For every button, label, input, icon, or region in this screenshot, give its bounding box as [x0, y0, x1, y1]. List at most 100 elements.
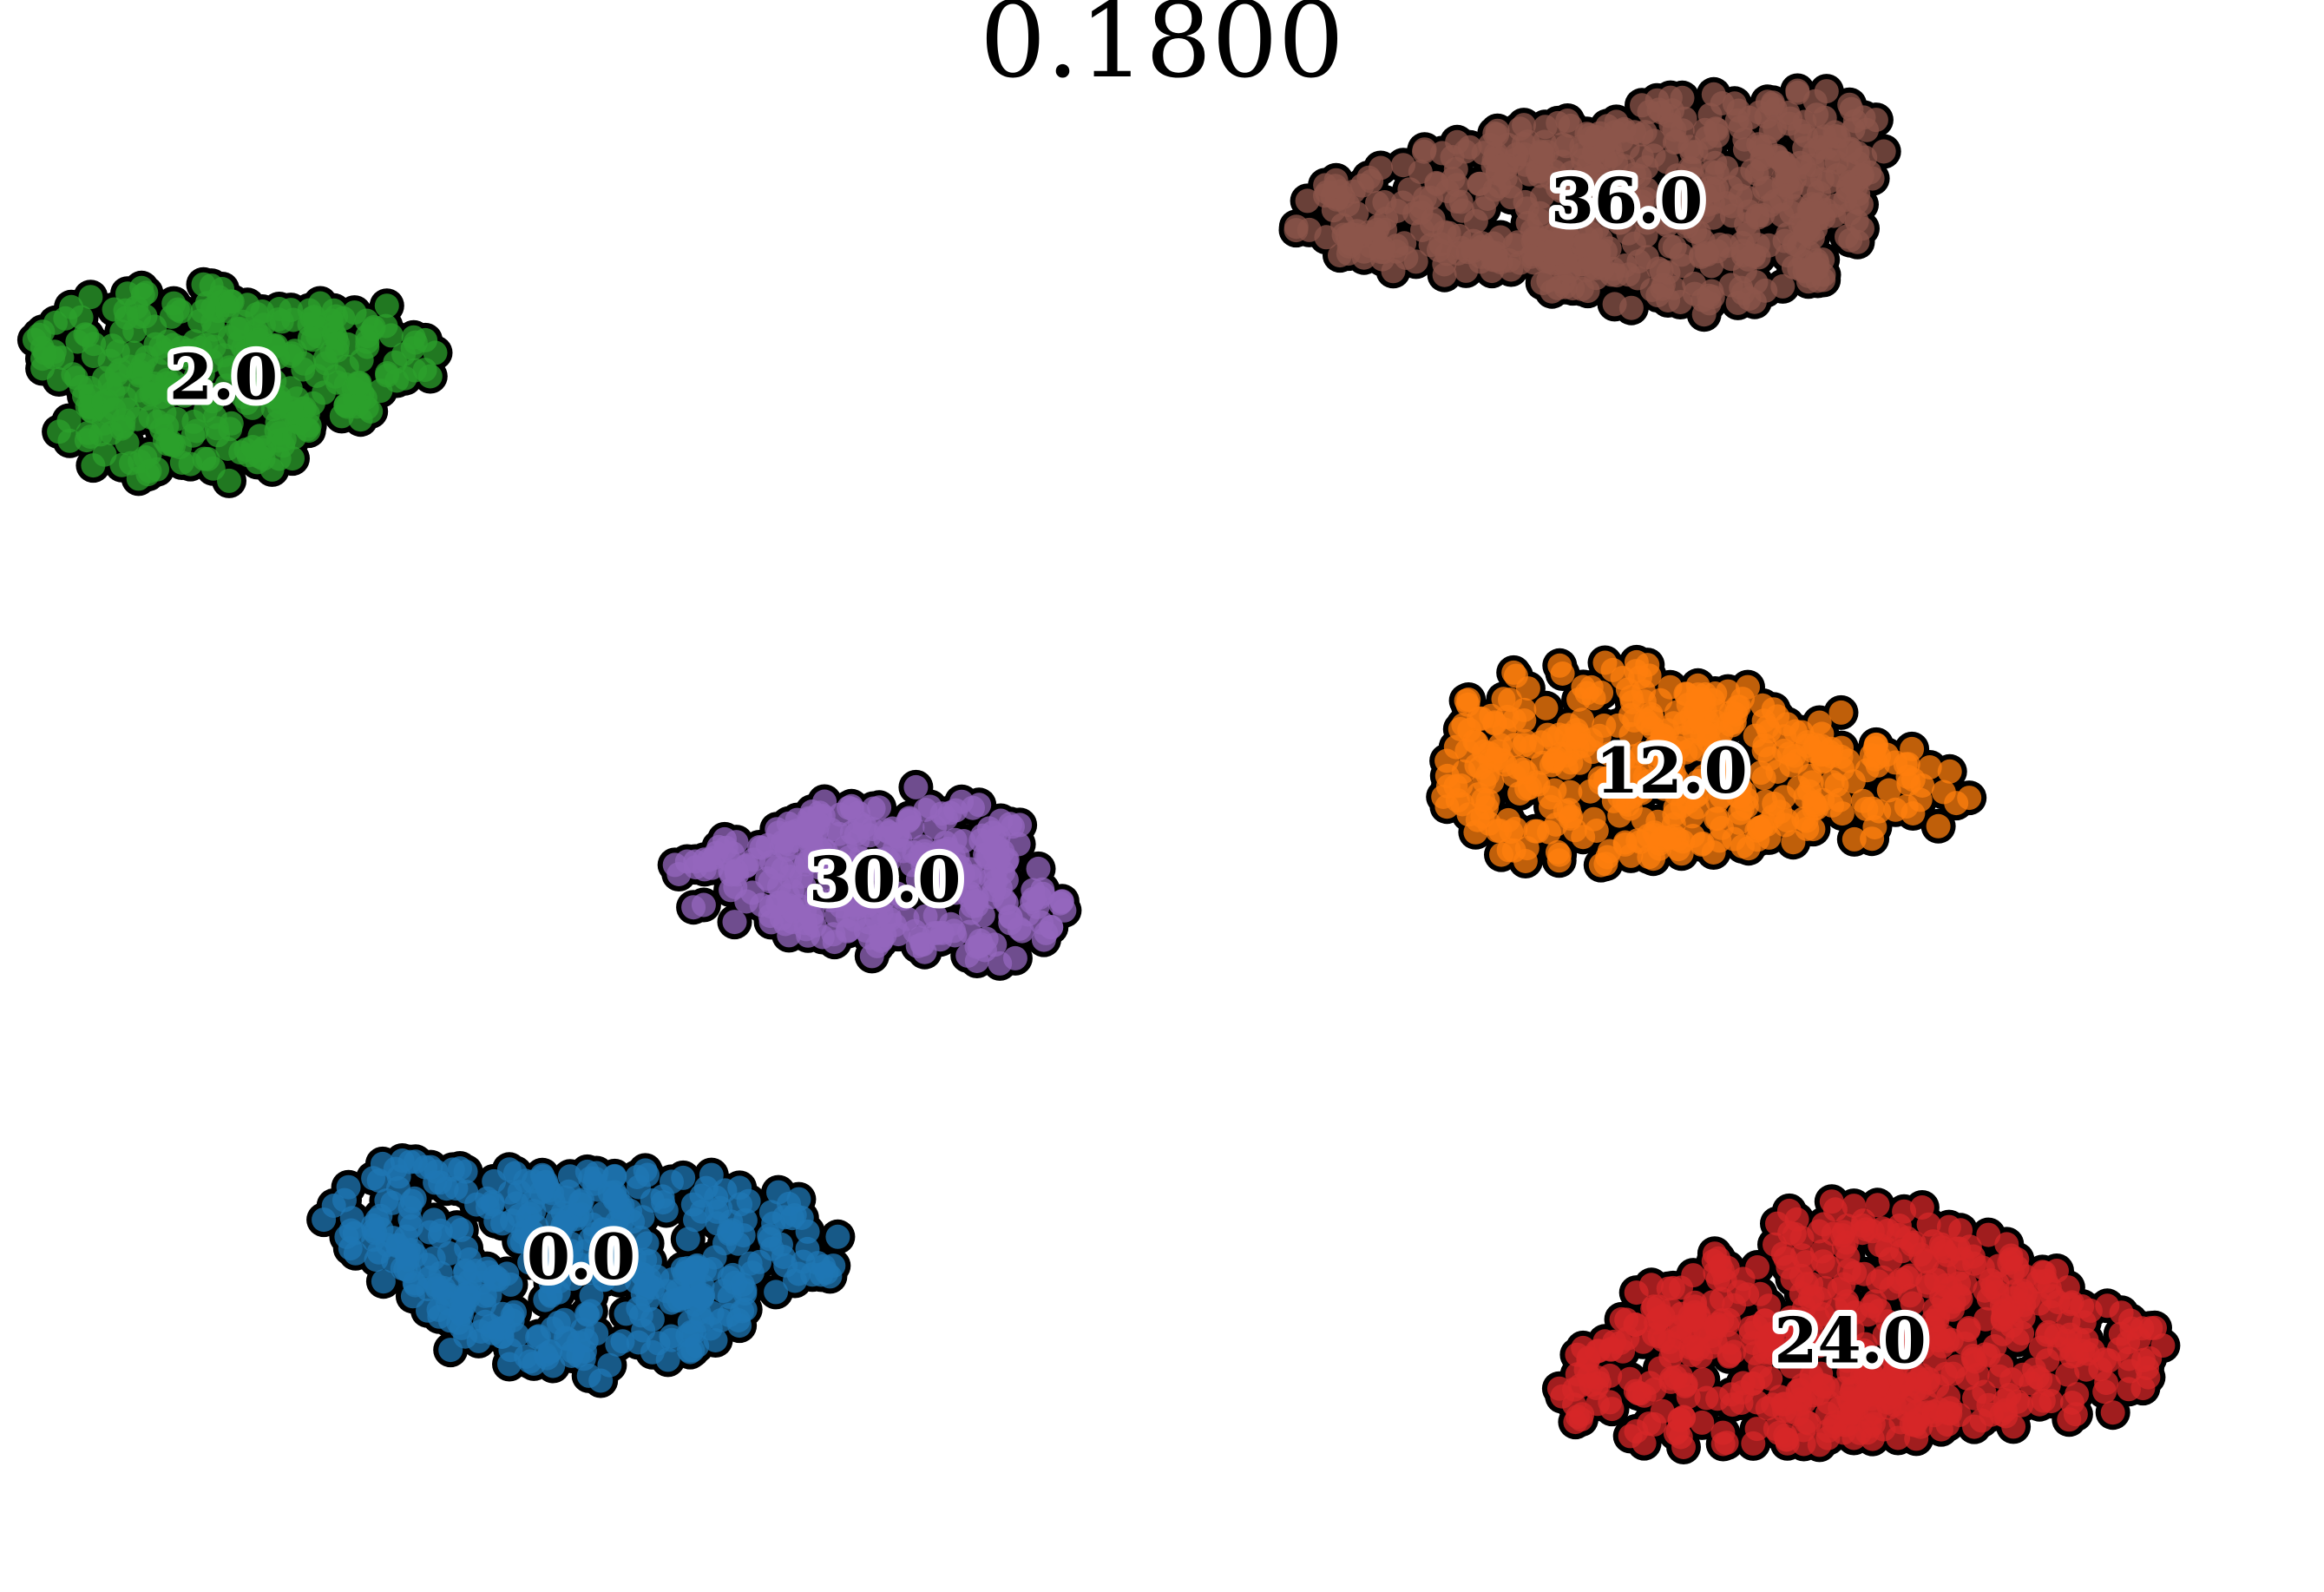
- data-point: [717, 1220, 742, 1244]
- data-point: [413, 327, 438, 352]
- data-point: [1910, 773, 1935, 798]
- data-point: [1782, 1221, 1807, 1247]
- data-point: [1609, 1306, 1634, 1332]
- data-point: [706, 834, 732, 859]
- data-point: [1647, 1356, 1672, 1381]
- data-point: [386, 1164, 411, 1189]
- data-point: [373, 313, 398, 339]
- data-point: [1710, 1431, 1736, 1457]
- data-point: [1704, 771, 1730, 796]
- data-point: [1683, 1294, 1707, 1319]
- data-point: [761, 1211, 786, 1236]
- data-point: [194, 291, 220, 316]
- data-point: [929, 920, 955, 945]
- data-point: [1842, 1260, 1868, 1286]
- data-point: [584, 1161, 609, 1186]
- data-point: [1443, 734, 1468, 760]
- data-point: [482, 1168, 507, 1194]
- data-point: [343, 1240, 368, 1266]
- data-point: [1855, 758, 1880, 783]
- data-point: [495, 1261, 520, 1286]
- data-point: [1477, 811, 1502, 836]
- data-point: [1587, 766, 1612, 791]
- data-point: [579, 1283, 604, 1308]
- data-point: [88, 422, 113, 447]
- data-point: [1581, 806, 1606, 832]
- data-point: [1789, 1263, 1814, 1288]
- data-point: [282, 424, 307, 450]
- data-point: [1623, 1378, 1648, 1404]
- data-point: [602, 1180, 627, 1205]
- data-point: [323, 364, 348, 389]
- data-point: [515, 1205, 541, 1230]
- data-point: [1533, 695, 1559, 720]
- data-point: [1750, 814, 1775, 839]
- data-point: [1871, 1417, 1896, 1442]
- data-point: [374, 293, 399, 319]
- data-point: [82, 332, 107, 357]
- data-point: [1435, 773, 1461, 799]
- data-point: [234, 391, 259, 416]
- data-point: [675, 1227, 700, 1252]
- data-point: [364, 1247, 389, 1273]
- data-point: [1860, 1219, 1885, 1244]
- data-point: [1668, 1424, 1693, 1450]
- data-point: [1007, 916, 1032, 941]
- data-point: [1863, 733, 1888, 758]
- data-point: [588, 1368, 614, 1393]
- data-point: [2059, 1391, 2084, 1415]
- data-point: [220, 289, 245, 314]
- data-point: [1020, 890, 1045, 915]
- data-point: [2130, 1376, 2156, 1401]
- data-point: [1854, 796, 1879, 821]
- data-point: [476, 1194, 500, 1220]
- data-point: [794, 917, 818, 942]
- data-point: [333, 393, 358, 418]
- data-point: [2116, 1330, 2141, 1355]
- data-point: [1550, 661, 1575, 686]
- data-point: [1753, 789, 1778, 814]
- data-point: [2138, 1316, 2163, 1341]
- data-point: [983, 858, 1008, 883]
- data-point: [193, 398, 218, 423]
- data-point: [1908, 1414, 1933, 1439]
- data-point: [769, 1232, 793, 1257]
- data-point: [766, 1180, 791, 1205]
- data-point: [1749, 760, 1773, 786]
- data-point: [766, 820, 791, 845]
- data-point: [1745, 1255, 1770, 1280]
- data-point: [109, 452, 135, 477]
- data-point: [141, 381, 166, 405]
- data-point: [102, 297, 127, 322]
- data-point: [1653, 753, 1678, 778]
- data-point: [456, 1280, 482, 1306]
- data-point: [1727, 810, 1751, 835]
- data-point: [1592, 714, 1617, 738]
- data-point: [129, 275, 154, 300]
- data-point: [633, 1158, 658, 1183]
- data-point: [607, 1267, 632, 1293]
- data-point: [1894, 1226, 1920, 1251]
- data-point: [758, 904, 783, 929]
- data-point: [967, 793, 992, 818]
- data-point: [764, 1280, 789, 1305]
- data-point: [1607, 803, 1632, 828]
- data-point: [53, 306, 78, 331]
- data-point: [1034, 920, 1059, 945]
- data-point: [659, 1290, 684, 1315]
- data-point: [152, 400, 177, 425]
- data-point: [1588, 852, 1613, 878]
- data-point: [1666, 735, 1691, 760]
- data-point: [1894, 794, 1919, 819]
- data-point: [1926, 1303, 1951, 1328]
- data-point: [78, 285, 103, 310]
- data-point: [937, 800, 962, 826]
- data-point: [1690, 831, 1715, 856]
- data-point: [498, 1338, 523, 1363]
- data-point: [2055, 1362, 2080, 1387]
- data-point: [825, 1224, 850, 1249]
- data-point: [1690, 1410, 1715, 1435]
- data-point: [1501, 838, 1526, 863]
- data-point: [1892, 1199, 1917, 1224]
- data-point: [366, 1168, 391, 1193]
